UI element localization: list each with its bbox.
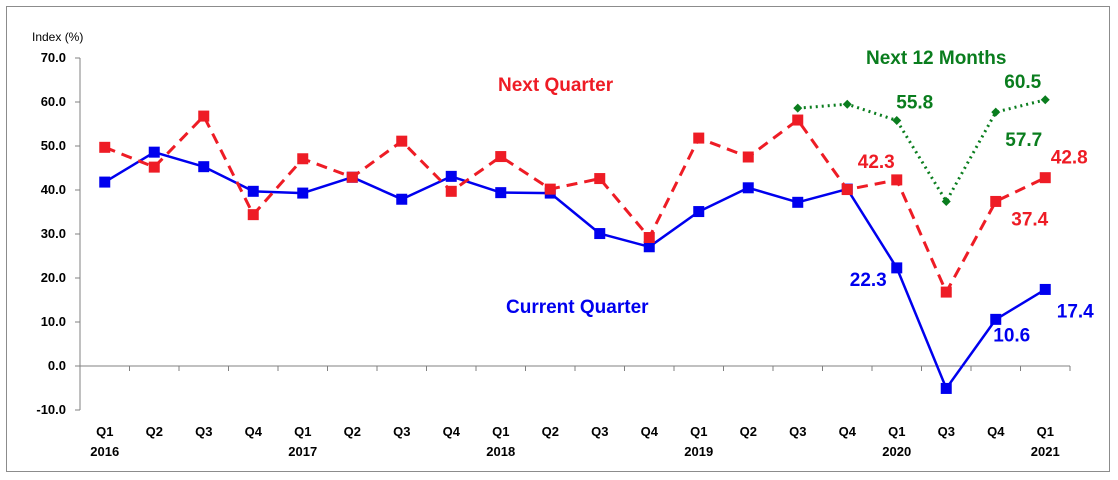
y-tick-label: 50.0 — [41, 138, 66, 153]
labels-layer: Index (%) Next Quarter Current Quarter N… — [32, 30, 1094, 346]
series-line-next-quarter — [104, 114, 1046, 294]
x-tick-label-quarter: Q1 — [690, 424, 707, 439]
data-point-current-quarter — [742, 182, 754, 194]
data-point-current-quarter — [940, 382, 952, 394]
data-point-next-quarter — [792, 114, 804, 126]
x-tick-label-year: 2017 — [288, 444, 317, 459]
y-tick-label: 30.0 — [41, 226, 66, 241]
y-tick-label: 0.0 — [48, 358, 66, 373]
x-tick-label-quarter: Q1 — [96, 424, 113, 439]
x-tick-label-quarter: Q4 — [987, 424, 1005, 439]
chart-frame — [6, 6, 1110, 472]
y-tick-label: 40.0 — [41, 182, 66, 197]
series-layer — [99, 95, 1051, 394]
data-point-next-quarter — [495, 151, 507, 163]
data-point-current-quarter — [247, 185, 259, 197]
series-label-current-quarter: Current Quarter — [506, 297, 649, 318]
y-tick-label: -10.0 — [36, 402, 66, 417]
data-point-next-quarter — [297, 153, 309, 165]
data-point-next-quarter — [693, 132, 705, 144]
y-axis-title: Index (%) — [32, 30, 83, 44]
x-tick-label-quarter: Q3 — [195, 424, 212, 439]
data-point-current-quarter — [594, 228, 606, 240]
data-point-current-quarter — [891, 262, 903, 274]
data-label: 42.8 — [1051, 148, 1088, 169]
data-point-current-quarter — [792, 196, 804, 208]
data-label: 17.4 — [1057, 301, 1094, 322]
axes: 70.0 60.0 50.0 40.0 30.0 20.0 10.0 0.0 -10.0 Q1 20… — [36, 50, 1071, 459]
data-point-next-12-months — [941, 196, 951, 206]
x-tick-label-quarter: Q1 — [888, 424, 905, 439]
x-tick-label-quarter: Q4 — [839, 424, 857, 439]
x-tick-label-quarter: Q1 — [294, 424, 311, 439]
data-label: 42.3 — [858, 152, 895, 173]
x-tick-label-year: 2019 — [684, 444, 713, 459]
data-point-next-12-months — [892, 115, 902, 125]
series-line-next-12-months — [797, 98, 1046, 203]
x-tick-label-quarter: Q3 — [938, 424, 955, 439]
data-point-next-quarter — [940, 286, 952, 298]
x-tick-label-quarter: Q2 — [542, 424, 559, 439]
data-point-current-quarter — [990, 313, 1002, 325]
x-tick-label-year: 2018 — [486, 444, 515, 459]
x-tick-label-quarter: Q4 — [641, 424, 659, 439]
y-tick-label: 60.0 — [41, 94, 66, 109]
y-tick-label: 10.0 — [41, 314, 66, 329]
data-label: 57.7 — [1005, 130, 1042, 151]
x-tick-label-quarter: Q2 — [740, 424, 757, 439]
data-point-next-quarter — [198, 110, 210, 122]
data-point-current-quarter — [445, 170, 457, 182]
data-label: 55.8 — [896, 92, 933, 113]
data-point-next-quarter — [594, 173, 606, 185]
x-tick-label-quarter: Q1 — [492, 424, 509, 439]
data-point-next-quarter — [346, 171, 358, 183]
series-label-next-12-months: Next 12 Months — [866, 48, 1006, 69]
data-point-current-quarter — [148, 146, 160, 158]
data-point-current-quarter — [198, 161, 210, 173]
x-tick-label-quarter: Q3 — [393, 424, 410, 439]
data-point-current-quarter — [1039, 283, 1051, 295]
data-point-next-quarter — [99, 141, 111, 153]
data-point-current-quarter — [693, 206, 705, 218]
data-point-next-quarter — [1039, 172, 1051, 184]
x-tick-label-year: 2020 — [882, 444, 911, 459]
x-tick-label-quarter: Q3 — [789, 424, 806, 439]
data-point-next-quarter — [247, 209, 259, 221]
data-point-next-quarter — [445, 185, 457, 197]
series-line-current-quarter — [104, 150, 1046, 390]
data-point-next-quarter — [148, 161, 160, 173]
x-tick-label-quarter: Q4 — [443, 424, 461, 439]
y-tick-label: 20.0 — [41, 270, 66, 285]
data-point-next-quarter — [891, 174, 903, 186]
data-label: 22.3 — [850, 270, 887, 291]
data-point-next-12-months — [991, 107, 1001, 117]
data-label: 37.4 — [1011, 209, 1048, 230]
data-point-next-quarter — [742, 151, 754, 163]
data-point-next-12-months — [793, 103, 803, 113]
data-point-current-quarter — [495, 187, 507, 199]
data-point-next-12-months — [1040, 95, 1050, 105]
x-tick-label-year: 2021 — [1031, 444, 1060, 459]
x-tick-label-quarter: Q2 — [344, 424, 361, 439]
x-tick-label-quarter: Q1 — [1037, 424, 1054, 439]
data-point-current-quarter — [396, 193, 408, 205]
data-label: 60.5 — [1004, 72, 1041, 93]
series-label-next-quarter: Next Quarter — [498, 75, 614, 96]
x-tick-label-year: 2016 — [90, 444, 119, 459]
data-point-next-quarter — [990, 195, 1002, 207]
data-point-next-quarter — [643, 232, 655, 244]
x-tick-label-quarter: Q2 — [146, 424, 163, 439]
data-label: 10.6 — [993, 325, 1030, 346]
data-point-next-quarter — [396, 135, 408, 147]
data-point-next-12-months — [842, 99, 852, 109]
y-tick-label: 70.0 — [41, 50, 66, 65]
data-point-current-quarter — [643, 241, 655, 253]
data-point-current-quarter — [99, 176, 111, 188]
x-tick-label-quarter: Q3 — [591, 424, 608, 439]
data-point-next-quarter — [841, 184, 853, 196]
data-point-next-quarter — [544, 183, 556, 195]
x-tick-label-quarter: Q4 — [245, 424, 263, 439]
data-point-current-quarter — [297, 187, 309, 199]
